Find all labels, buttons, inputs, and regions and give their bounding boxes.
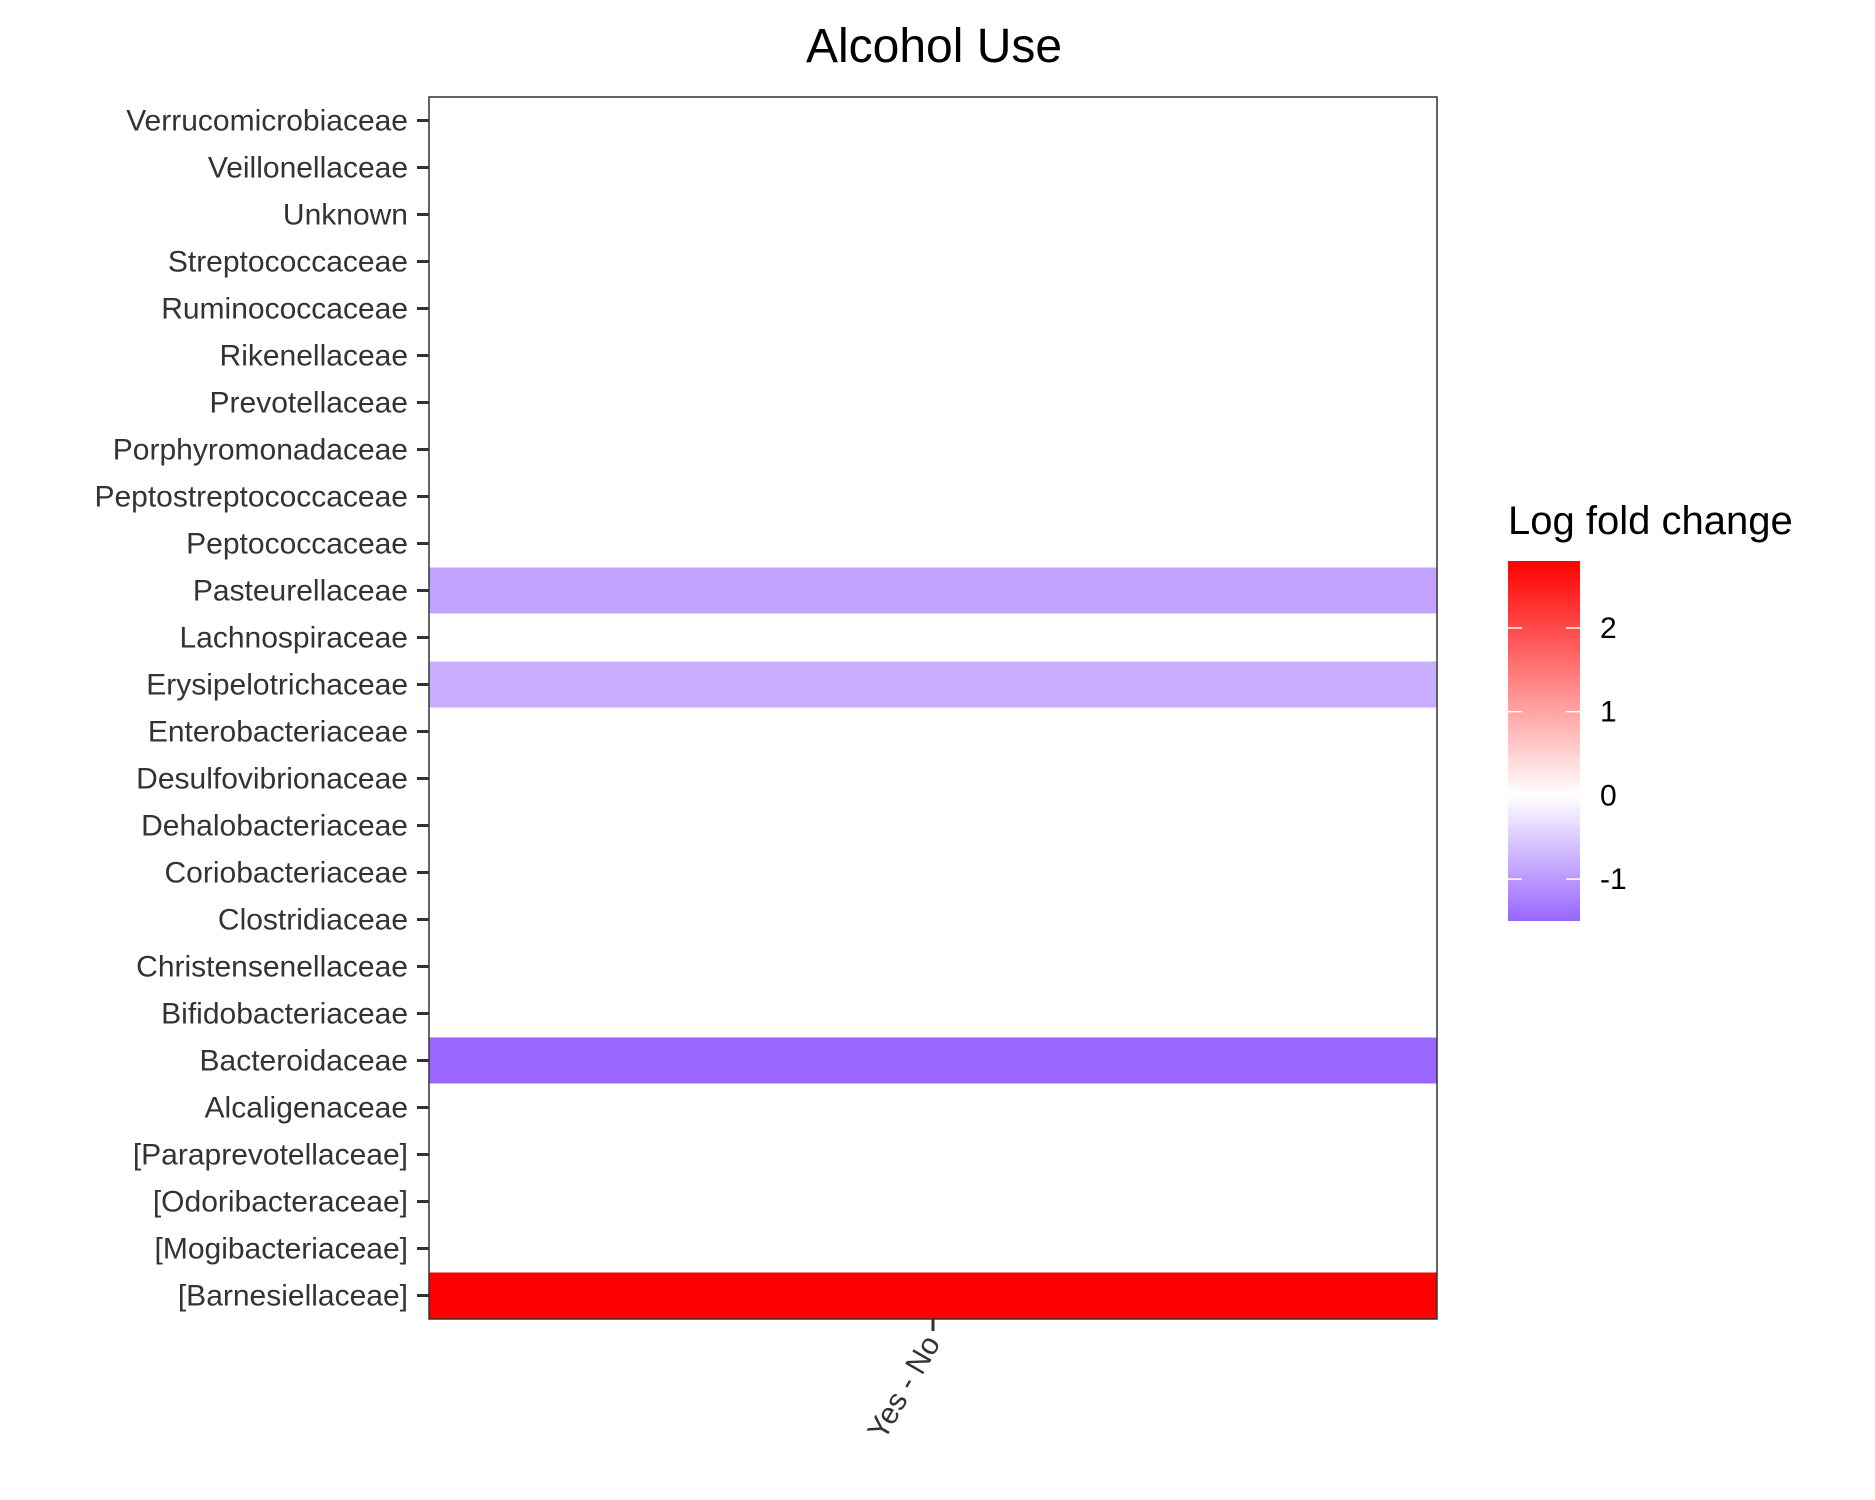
y-tick-label: [Paraprevotellaceae] <box>133 1139 408 1172</box>
y-tick-label: Lachnospiraceae <box>179 622 408 655</box>
y-tick-label: Erysipelotrichaceae <box>146 669 408 702</box>
heatmap-cell <box>429 567 1437 614</box>
y-tick-label: Coriobacteriaceae <box>165 857 408 890</box>
y-tick-label: Bacteroidaceae <box>200 1045 408 1078</box>
legend-colorbar <box>1508 561 1580 921</box>
y-axis: [Barnesiellaceae] [Mogibacteriaceae] [Odor… <box>94 105 429 1313</box>
y-tick-label: [Barnesiellaceae] <box>178 1280 408 1313</box>
y-tick-label: [Odoribacteraceae] <box>153 1186 408 1219</box>
y-tick-label: Verrucomicrobiaceae <box>126 105 408 138</box>
heatmap-cell <box>429 1037 1437 1084</box>
legend-title: Log fold change <box>1508 499 1793 543</box>
legend-tick-label: 0 <box>1600 779 1617 812</box>
x-tick-label: Yes - No <box>862 1330 948 1445</box>
y-tick-label: Christensenellaceae <box>136 951 408 984</box>
x-axis: Yes - No <box>862 1319 948 1445</box>
legend-ticks: 2 1 0 -1 <box>1508 612 1627 896</box>
y-tick-label: Rikenellaceae <box>220 340 408 373</box>
heatmap-cell <box>429 661 1437 708</box>
legend: Log fold change 2 1 0 -1 <box>1508 499 1793 921</box>
y-tick-label: Bifidobacteriaceae <box>161 998 408 1031</box>
legend-tick-label: -1 <box>1600 863 1627 896</box>
y-tick-label: Pasteurellaceae <box>193 575 408 608</box>
y-tick-label: Enterobacteriaceae <box>148 716 408 749</box>
y-tick-label: Clostridiaceae <box>218 904 408 937</box>
plot-panel-border <box>428 96 1438 1320</box>
y-tick-label: Peptostreptococcaceae <box>94 481 408 514</box>
heatmap-cell <box>429 1272 1437 1319</box>
y-tick-label: Peptococcaceae <box>186 528 408 561</box>
y-tick-label: Prevotellaceae <box>210 387 408 420</box>
y-tick-label: Alcaligenaceae <box>205 1092 408 1125</box>
y-tick-label: Dehalobacteriaceae <box>141 810 408 843</box>
y-tick-label: Porphyromonadaceae <box>113 434 408 467</box>
chart-title: Alcohol Use <box>806 20 1062 73</box>
y-tick-label: [Mogibacteriaceae] <box>155 1233 408 1266</box>
y-tick-label: Veillonellaceae <box>208 152 408 185</box>
y-tick-label: Streptococcaceae <box>168 246 408 279</box>
legend-tick-label: 2 <box>1600 612 1617 645</box>
y-tick-label: Ruminococcaceae <box>161 293 408 326</box>
legend-tick-label: 1 <box>1600 696 1617 729</box>
y-tick-label: Desulfovibrionaceae <box>136 763 408 796</box>
heatmap-cells <box>429 567 1437 1319</box>
y-tick-label: Unknown <box>283 199 408 232</box>
